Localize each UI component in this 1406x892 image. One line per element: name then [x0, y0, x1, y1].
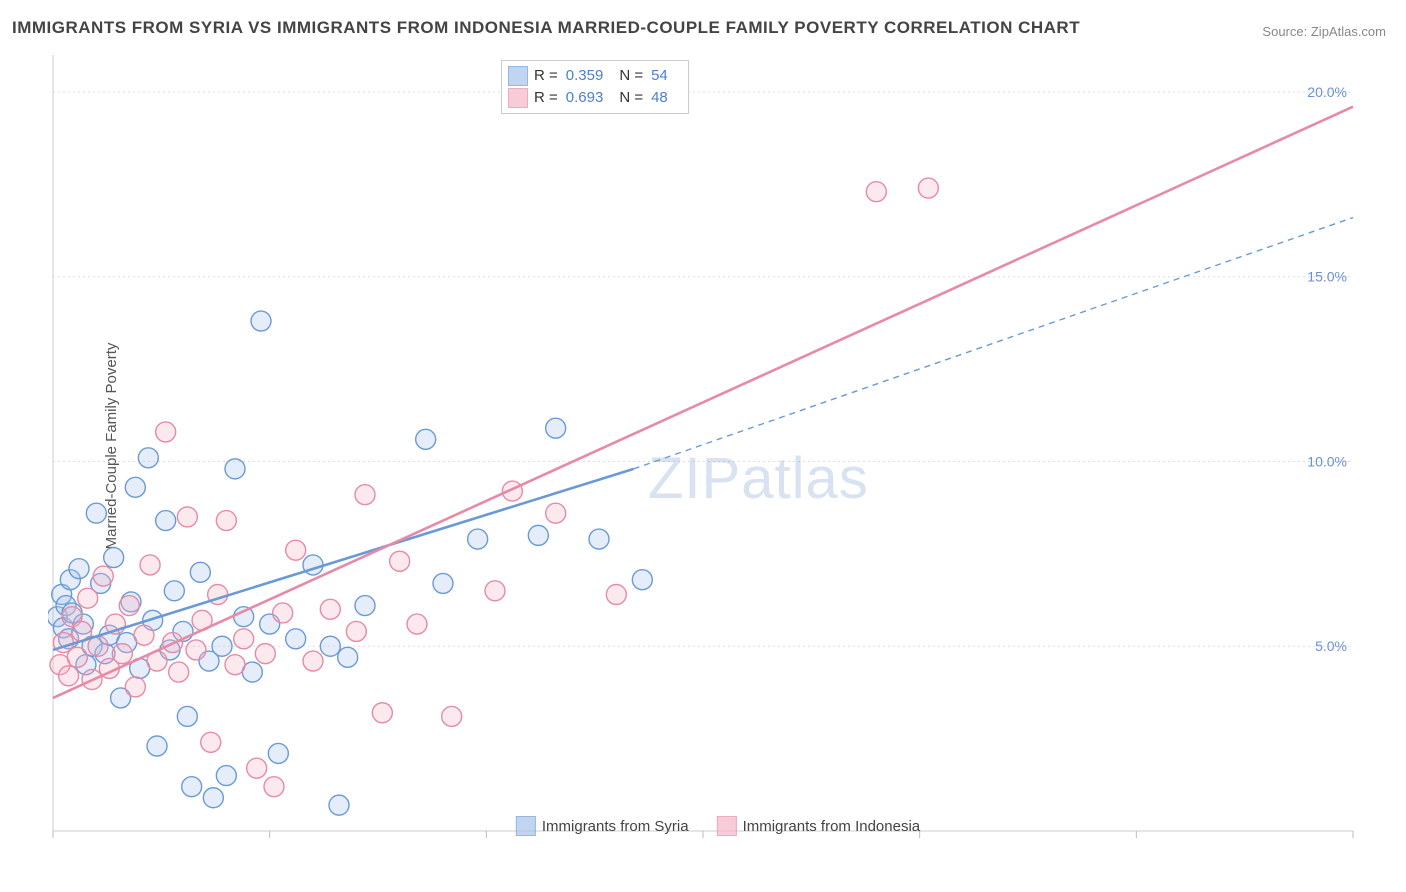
scatter-plot-svg: 5.0%10.0%15.0%20.0%0.0%15.0% [48, 50, 1388, 840]
legend-item-syria: Immigrants from Syria [516, 816, 689, 836]
stat-r-value-indonesia: 0.693 [566, 87, 604, 109]
legend-swatch-indonesia [717, 816, 737, 836]
legend-label-syria: Immigrants from Syria [542, 818, 689, 835]
series-legend: Immigrants from Syria Immigrants from Ind… [516, 816, 920, 836]
stat-r-value-syria: 0.359 [566, 65, 604, 87]
legend-item-indonesia: Immigrants from Indonesia [717, 816, 921, 836]
correlation-legend: R = 0.359 N = 54 R = 0.693 N = 48 [501, 60, 689, 114]
stat-n-value-syria: 54 [651, 65, 668, 87]
legend-label-indonesia: Immigrants from Indonesia [743, 818, 921, 835]
source-attribution: Source: ZipAtlas.com [1262, 24, 1386, 39]
stat-r-label: R = [534, 87, 558, 109]
y-tick-label: 5.0% [1315, 638, 1347, 654]
source-value: ZipAtlas.com [1311, 24, 1386, 39]
y-tick-label: 10.0% [1307, 453, 1347, 469]
source-label: Source: [1262, 24, 1307, 39]
y-tick-label: 15.0% [1307, 269, 1347, 285]
stat-n-value-indonesia: 48 [651, 87, 668, 109]
stat-r-label: R = [534, 65, 558, 87]
y-tick-label: 20.0% [1307, 84, 1347, 100]
stat-n-label: N = [619, 65, 643, 87]
legend-swatch-syria [516, 816, 536, 836]
plot-area: 5.0%10.0%15.0%20.0%0.0%15.0% R =0.359N =… [48, 50, 1388, 840]
chart-title: IMMIGRANTS FROM SYRIA VS IMMIGRANTS FROM… [12, 18, 1080, 38]
legend-stat-row-indonesia: R = 0.693 N = 48 [508, 87, 678, 109]
legend-stat-row-syria: R = 0.359 N = 54 [508, 65, 678, 87]
legend-swatch-syria [508, 66, 528, 86]
stat-n-label: N = [619, 87, 643, 109]
legend-swatch-indonesia [508, 88, 528, 108]
